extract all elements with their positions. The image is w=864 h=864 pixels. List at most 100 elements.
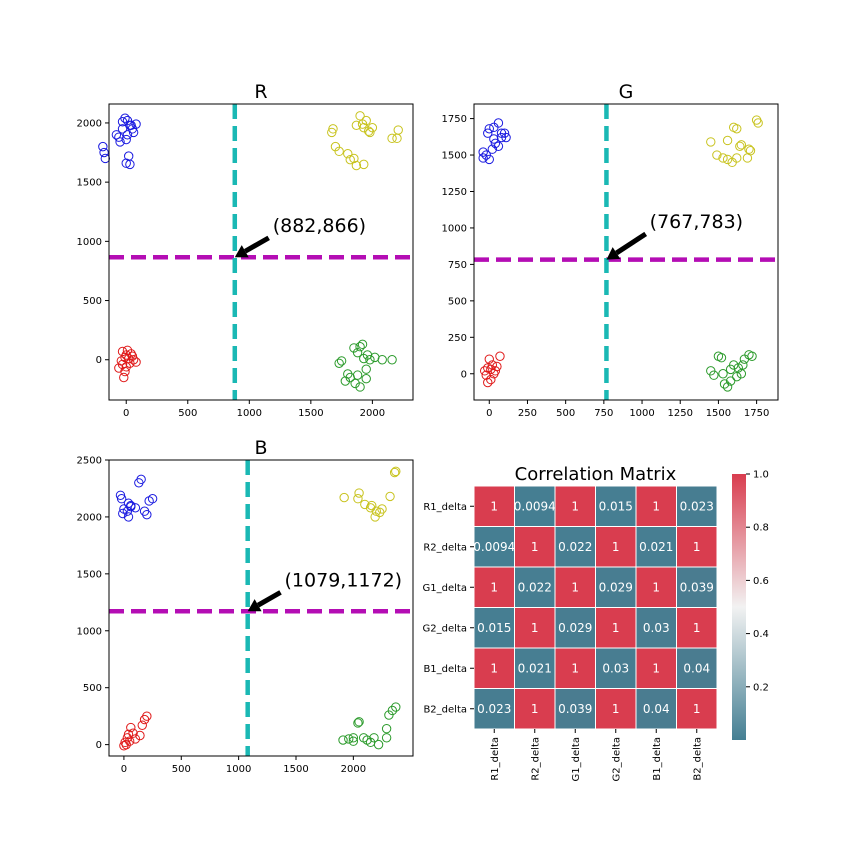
data-point bbox=[124, 736, 135, 746]
data-point bbox=[127, 351, 138, 361]
data-point bbox=[147, 494, 158, 504]
heatmap-cell-label: 0.0094 bbox=[514, 499, 556, 513]
data-point bbox=[98, 141, 108, 152]
heatmap-col-label: R1_delta bbox=[490, 737, 501, 781]
data-point bbox=[733, 363, 743, 373]
heatmap-cell-label: 1 bbox=[490, 661, 498, 675]
data-point bbox=[125, 358, 135, 368]
x-tick-label: 0 bbox=[123, 408, 129, 419]
x-tick-label: 500 bbox=[178, 408, 197, 419]
colorbar bbox=[732, 474, 746, 740]
data-point bbox=[348, 733, 359, 743]
data-point bbox=[484, 124, 494, 134]
heatmap-cell bbox=[676, 647, 718, 689]
data-point bbox=[338, 735, 348, 745]
data-point bbox=[361, 115, 371, 126]
heatmap-cell-label: 0.021 bbox=[639, 540, 673, 554]
data-point bbox=[355, 382, 365, 392]
data-point bbox=[119, 372, 129, 383]
heatmap-cell-label: 0.015 bbox=[477, 621, 511, 635]
heatmap-title: Correlation Matrix bbox=[515, 464, 677, 485]
colorbar-tick-label: 1.0 bbox=[753, 470, 769, 481]
data-point bbox=[117, 124, 128, 134]
data-point bbox=[352, 370, 363, 380]
data-point bbox=[367, 500, 377, 511]
heatmap-cell bbox=[635, 647, 677, 689]
heatmap-col-label: B1_delta bbox=[652, 737, 663, 781]
x-tick-label: 1000 bbox=[629, 408, 654, 419]
colorbar-tick-label: 0.6 bbox=[753, 576, 769, 587]
heatmap-cell bbox=[676, 526, 718, 568]
heatmap-cell-label: 1 bbox=[490, 499, 498, 513]
data-point bbox=[736, 140, 747, 150]
y-tick-label: 500 bbox=[83, 296, 102, 307]
data-point bbox=[360, 499, 370, 510]
y-tick-label: 0 bbox=[461, 369, 467, 380]
scatter-panel-b: B (1079,1172) 0 500 1000 1500 2000 0 500 1000 1500… bbox=[77, 437, 414, 775]
data-point bbox=[738, 360, 748, 370]
y-tick-label: 1500 bbox=[442, 151, 467, 162]
data-point bbox=[142, 509, 152, 520]
heatmap-cell bbox=[676, 485, 718, 527]
data-point bbox=[128, 728, 138, 738]
annotation-arrow-shaft bbox=[615, 231, 648, 256]
heatmap-cell-label: 0.029 bbox=[558, 621, 592, 635]
heatmap-row-label: R2_delta bbox=[423, 542, 467, 553]
data-point bbox=[119, 504, 129, 514]
heatmap-cell bbox=[676, 688, 718, 730]
heatmap-cell-label: 1 bbox=[612, 621, 620, 635]
x-tick-label: 750 bbox=[594, 408, 613, 419]
heatmap-col-label: G2_delta bbox=[611, 737, 622, 781]
heatmap-cell-label: 1 bbox=[693, 621, 701, 635]
data-point bbox=[722, 135, 733, 146]
heatmap-cell bbox=[595, 526, 637, 568]
heatmap-cell-label: 0.04 bbox=[683, 661, 710, 675]
data-point bbox=[385, 491, 395, 502]
data-point bbox=[125, 159, 135, 170]
annotation-arrow-head bbox=[234, 245, 249, 258]
data-point bbox=[486, 374, 496, 385]
heatmap-cell-label: 0.023 bbox=[477, 702, 511, 716]
data-point bbox=[487, 360, 498, 370]
x-tick-label: 1750 bbox=[744, 408, 769, 419]
heatmap-row-label: R1_delta bbox=[423, 502, 467, 513]
data-point bbox=[135, 730, 145, 741]
data-point bbox=[121, 158, 131, 168]
heatmap-cell-label: 1 bbox=[652, 580, 660, 594]
data-point bbox=[131, 357, 141, 367]
data-point bbox=[709, 370, 719, 380]
data-point bbox=[100, 153, 111, 164]
data-point bbox=[120, 737, 130, 748]
data-point bbox=[706, 137, 716, 147]
data-point bbox=[122, 345, 133, 355]
y-tick-label: 2500 bbox=[77, 456, 102, 467]
data-point bbox=[744, 144, 754, 154]
heatmap-cell bbox=[635, 485, 677, 527]
data-point bbox=[481, 150, 491, 160]
data-point bbox=[349, 153, 359, 164]
data-point bbox=[355, 111, 365, 121]
data-point bbox=[334, 358, 344, 368]
data-point bbox=[389, 467, 400, 478]
heatmap-cell-label: 0.03 bbox=[602, 661, 629, 675]
annotation-arrow-shaft bbox=[243, 235, 270, 254]
data-point bbox=[495, 351, 505, 361]
data-point bbox=[744, 350, 754, 360]
y-tick-label: 1000 bbox=[77, 626, 102, 637]
data-point bbox=[387, 133, 397, 144]
scatter-panel-r: R (882,866) 0 500 1000 1500 2000 0 500 1000 1500 20… bbox=[77, 81, 414, 419]
heatmap-cell bbox=[514, 607, 556, 649]
data-point bbox=[348, 736, 359, 746]
heatmap-cell-label: 0.021 bbox=[518, 661, 552, 675]
x-tick-label: 1250 bbox=[668, 408, 693, 419]
colorbar-tick-label: 0.8 bbox=[753, 523, 769, 534]
heatmap-cell-label: 0.0094 bbox=[473, 540, 515, 554]
colorbar-tick-label: 0.2 bbox=[753, 682, 769, 693]
data-point bbox=[353, 494, 363, 504]
heatmap-cell-label: 0.039 bbox=[680, 580, 714, 594]
heatmap-col-label: R2_delta bbox=[530, 737, 541, 781]
heatmap-cell bbox=[676, 566, 718, 608]
panel-title: B bbox=[254, 437, 267, 459]
x-tick-label: 1000 bbox=[226, 764, 251, 775]
